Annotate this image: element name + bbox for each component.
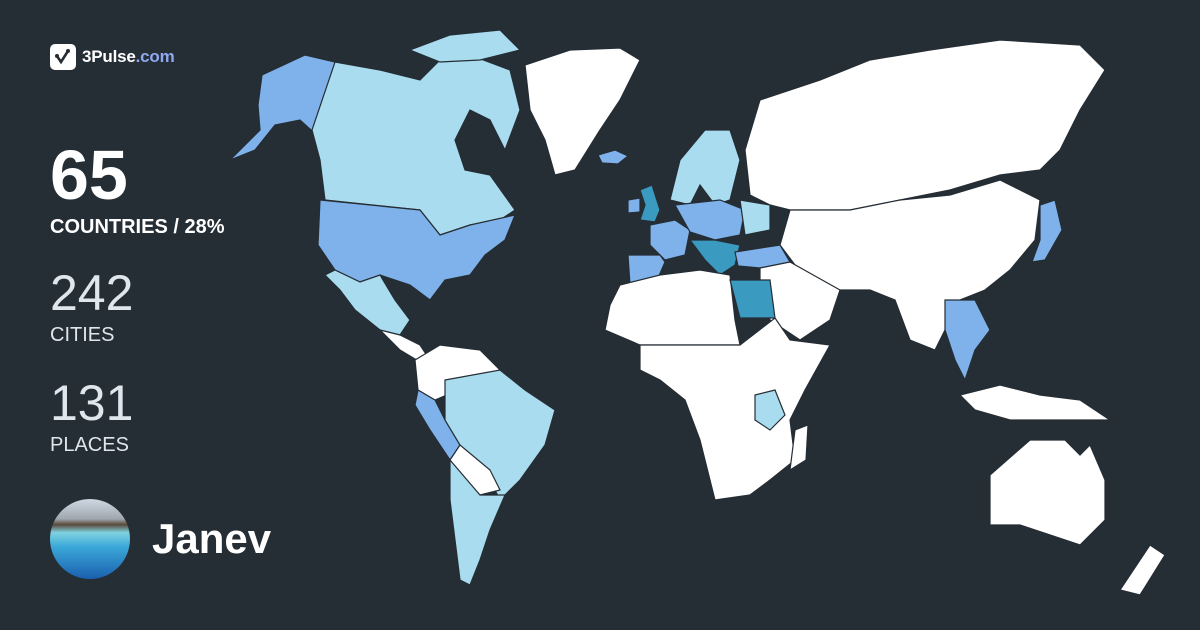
country-greenland[interactable]: [524, 47, 641, 176]
region-north-africa[interactable]: [604, 269, 741, 346]
country-russia[interactable]: [744, 39, 1106, 211]
cities-stat: 242 CITIES: [50, 268, 133, 347]
countries-stat: 65 COUNTRIES / 28%: [50, 140, 224, 239]
country-new-zealand[interactable]: [1119, 544, 1166, 596]
user-name: Janev: [152, 515, 272, 562]
places-count: 131: [50, 375, 134, 431]
region-alaska[interactable]: [229, 54, 339, 161]
country-madagascar[interactable]: [789, 424, 809, 472]
country-egypt[interactable]: [729, 279, 776, 319]
country-tanzania-kenya[interactable]: [754, 389, 786, 431]
country-japan[interactable]: [1031, 199, 1063, 263]
country-central-europe[interactable]: [674, 199, 746, 241]
country-iceland[interactable]: [597, 149, 630, 165]
countries-label: COUNTRIES / 28%: [50, 216, 225, 238]
country-france[interactable]: [649, 219, 691, 261]
region-sub-saharan-africa[interactable]: [639, 317, 831, 501]
country-australia[interactable]: [989, 439, 1106, 546]
cities-count: 242: [50, 265, 134, 321]
country-argentina-chile[interactable]: [449, 458, 506, 586]
places-stat: 131 PLACES: [50, 378, 133, 457]
user-profile[interactable]: Janev: [50, 499, 271, 579]
places-label: PLACES: [50, 434, 129, 456]
country-canada-islands[interactable]: [408, 29, 522, 63]
countries-count: 65: [50, 136, 128, 214]
country-eastern-europe[interactable]: [739, 199, 771, 236]
country-southeast-asia[interactable]: [944, 299, 991, 382]
country-norway-sweden-finland[interactable]: [669, 129, 741, 206]
brand-logo[interactable]: 3Pulse.com: [50, 44, 175, 70]
pulse-check-icon: [50, 44, 76, 70]
country-ireland[interactable]: [627, 197, 641, 214]
country-uk[interactable]: [639, 184, 661, 223]
country-italy-balkans[interactable]: [688, 239, 741, 276]
brand-domain: .com: [135, 47, 175, 66]
avatar[interactable]: [50, 499, 130, 579]
brand-name: 3Pulse: [82, 47, 136, 66]
region-indonesia[interactable]: [958, 384, 1112, 421]
cities-label: CITIES: [50, 324, 115, 346]
country-brazil[interactable]: [444, 369, 556, 502]
